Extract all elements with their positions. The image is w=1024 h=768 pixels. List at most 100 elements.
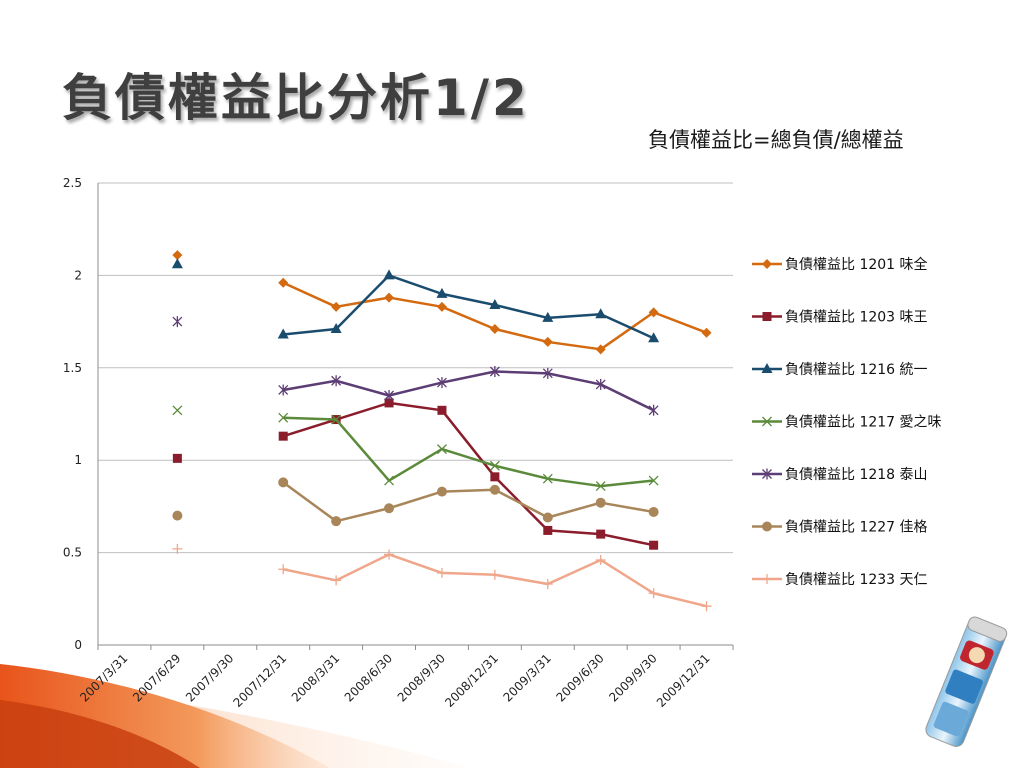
data-point xyxy=(542,336,553,347)
series-line xyxy=(283,416,654,488)
legend-entry: 負債權益比 1218 泰山 xyxy=(752,467,928,483)
data-point xyxy=(701,601,712,612)
x-tick-label: 2009/9/30 xyxy=(606,651,659,704)
legend-marker xyxy=(762,521,772,532)
data-point xyxy=(542,367,553,379)
y-tick-label: 2 xyxy=(74,268,82,282)
legend-label: 負債權益比 1218 泰山 xyxy=(785,467,928,483)
data-point xyxy=(542,579,553,590)
legend-marker xyxy=(762,259,772,269)
data-point xyxy=(648,588,659,599)
series-6 xyxy=(172,543,712,612)
data-point xyxy=(172,405,183,416)
data-point xyxy=(172,316,183,328)
data-point xyxy=(383,269,395,280)
legend-marker xyxy=(762,312,772,321)
y-tick-label: 0 xyxy=(74,638,82,652)
y-tick-label: 1.5 xyxy=(63,361,82,375)
data-point xyxy=(648,475,659,486)
slide-title: 負債權益比分析1/2 xyxy=(62,69,530,127)
data-point xyxy=(331,301,342,312)
data-point xyxy=(384,503,395,514)
legend-marker xyxy=(762,416,772,427)
data-point xyxy=(278,277,289,288)
data-point xyxy=(648,404,659,416)
data-point xyxy=(278,412,289,423)
y-tick-label: 0.5 xyxy=(63,546,82,560)
legend-label: 負債權益比 1203 味王 xyxy=(785,310,928,326)
legend-entry: 負債權益比 1233 天仁 xyxy=(752,572,928,588)
x-tick-label: 2007/3/31 xyxy=(77,651,130,704)
legend-entry: 負債權益比 1217 愛之味 xyxy=(752,415,942,431)
data-point xyxy=(595,344,606,355)
series-line xyxy=(282,370,655,412)
data-point xyxy=(595,481,606,492)
data-point xyxy=(331,375,342,387)
series-layer xyxy=(171,250,712,612)
data-point xyxy=(649,540,659,550)
data-point xyxy=(331,575,342,586)
x-tick-label: 2007/6/29 xyxy=(130,651,183,704)
x-tick-label: 2008/6/30 xyxy=(342,651,395,704)
legend-entry: 負債權益比 1203 味王 xyxy=(752,310,928,326)
data-point xyxy=(542,473,553,484)
series-5 xyxy=(172,477,659,527)
formula-text: 負債權益比=總負債/總權益 xyxy=(648,128,904,152)
series-line xyxy=(282,481,654,523)
data-point xyxy=(171,258,183,269)
data-point xyxy=(436,301,447,312)
data-point xyxy=(489,484,500,495)
data-point xyxy=(331,414,342,425)
data-point xyxy=(595,554,606,565)
legend-marker xyxy=(762,468,772,480)
x-tick-label: 2007/12/31 xyxy=(231,651,290,710)
x-tick-label: 2009/3/31 xyxy=(501,651,554,704)
data-point xyxy=(489,323,500,334)
legend-marker xyxy=(761,363,773,373)
data-point xyxy=(384,475,395,486)
series-4 xyxy=(172,316,659,416)
data-point xyxy=(648,506,659,517)
x-tick-label: 2009/12/31 xyxy=(654,651,713,710)
data-point xyxy=(384,549,395,560)
data-point xyxy=(648,332,660,343)
data-point xyxy=(436,287,448,298)
legend-label: 負債權益比 1216 統一 xyxy=(785,362,928,378)
data-point xyxy=(489,569,500,580)
data-point xyxy=(172,543,183,554)
legend-label: 負債權益比 1233 天仁 xyxy=(785,572,928,588)
series-1 xyxy=(172,398,659,550)
data-point xyxy=(172,510,183,521)
data-point xyxy=(437,405,447,415)
x-tick-label: 2008/12/31 xyxy=(442,651,501,710)
data-point xyxy=(436,567,447,578)
data-point xyxy=(436,486,447,497)
legend-marker xyxy=(762,574,772,584)
data-point xyxy=(648,307,659,318)
x-tick-label: 2008/3/31 xyxy=(289,651,342,704)
data-point xyxy=(331,516,342,527)
data-point xyxy=(384,292,395,303)
data-point xyxy=(384,390,395,402)
data-point xyxy=(595,378,606,390)
data-point xyxy=(595,308,607,319)
data-point xyxy=(278,431,288,441)
legend-entry: 負債權益比 1216 統一 xyxy=(752,362,928,378)
data-point xyxy=(172,453,182,463)
data-point xyxy=(595,497,606,508)
series-line xyxy=(282,401,654,547)
data-point xyxy=(489,460,500,471)
legend-label: 負債權益比 1217 愛之味 xyxy=(785,415,942,431)
data-point xyxy=(596,529,606,539)
legend-entry: 負債權益比 1227 佳格 xyxy=(752,520,928,536)
data-point xyxy=(542,311,554,322)
series-0 xyxy=(172,250,712,355)
y-tick-label: 2.5 xyxy=(63,176,82,190)
series-line xyxy=(282,281,707,351)
series-line xyxy=(282,553,707,608)
legend-label: 負債權益比 1227 佳格 xyxy=(785,520,928,536)
